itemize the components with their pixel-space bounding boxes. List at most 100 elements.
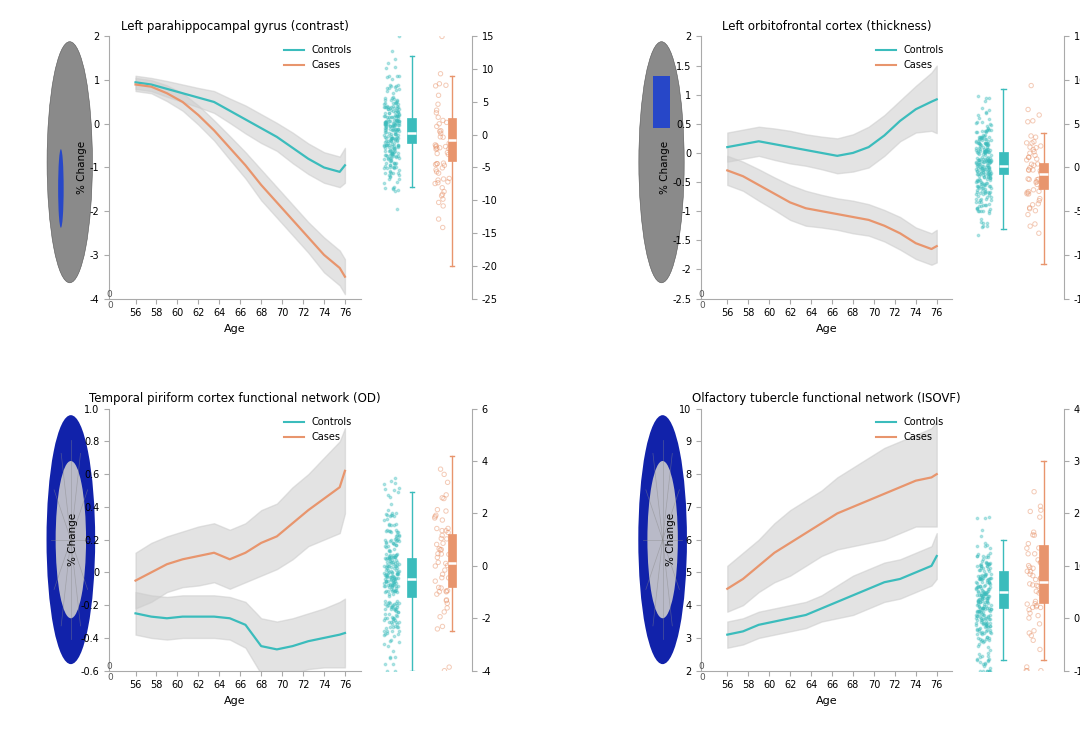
Point	[383, 579, 401, 590]
Point	[434, 222, 451, 233]
Point	[379, 599, 396, 611]
Point	[386, 574, 403, 585]
Point	[1030, 195, 1048, 206]
Title: Left parahippocampal gyrus (contrast): Left parahippocampal gyrus (contrast)	[121, 20, 349, 33]
Point	[383, 570, 401, 582]
Point	[391, 109, 408, 120]
Point	[388, 568, 405, 580]
Point	[382, 652, 400, 663]
Point	[388, 610, 405, 622]
Point	[386, 93, 403, 105]
Point	[390, 120, 407, 131]
Point	[384, 574, 402, 585]
Point	[388, 526, 405, 538]
Point	[434, 162, 451, 174]
Point	[390, 621, 407, 633]
Point	[382, 561, 400, 572]
Point	[977, 155, 995, 166]
Point	[978, 539, 996, 550]
Point	[981, 662, 998, 674]
Point	[388, 605, 405, 617]
Point	[440, 572, 457, 584]
Point	[969, 577, 986, 589]
Point	[383, 618, 401, 630]
Point	[389, 115, 406, 127]
Legend: Controls, Cases: Controls, Cases	[873, 42, 947, 74]
Point	[434, 114, 451, 126]
Ellipse shape	[638, 415, 687, 664]
Point	[976, 186, 994, 198]
Point	[976, 512, 994, 524]
Point	[1018, 661, 1036, 673]
Point	[432, 125, 449, 136]
Point	[969, 184, 986, 195]
Point	[968, 203, 985, 214]
Point	[378, 85, 395, 97]
Point	[438, 117, 456, 128]
Point	[974, 595, 991, 607]
Point	[380, 130, 397, 141]
Point	[388, 562, 405, 574]
Point	[1020, 548, 1037, 560]
Point	[971, 134, 988, 146]
Point	[971, 157, 988, 168]
Point	[980, 198, 997, 210]
Point	[380, 545, 397, 557]
Point	[381, 536, 399, 547]
Point	[383, 124, 401, 136]
Point	[972, 573, 989, 585]
Point	[387, 585, 404, 597]
Point	[971, 174, 988, 186]
Point	[428, 107, 445, 119]
Point	[381, 552, 399, 564]
Point	[377, 576, 394, 588]
Point	[981, 653, 998, 665]
Point	[971, 651, 988, 663]
Point	[975, 156, 993, 168]
Point	[381, 145, 399, 157]
Point	[972, 587, 989, 599]
Point	[390, 533, 407, 545]
Point	[381, 139, 399, 151]
Point	[383, 611, 401, 623]
Legend: Controls, Cases: Controls, Cases	[873, 413, 947, 446]
Point	[980, 612, 997, 623]
Point	[977, 557, 995, 569]
Point	[972, 178, 989, 190]
Point	[438, 147, 456, 158]
Point	[978, 631, 996, 643]
PathPatch shape	[447, 118, 457, 161]
Point	[384, 184, 402, 195]
Point	[383, 74, 401, 85]
Point	[376, 178, 393, 190]
Point	[376, 149, 393, 160]
Point	[382, 136, 400, 147]
Point	[977, 138, 995, 149]
Point	[977, 586, 995, 598]
Point	[1018, 566, 1036, 577]
Point	[382, 556, 400, 568]
Point	[377, 95, 394, 106]
Point	[384, 91, 402, 103]
Point	[1031, 618, 1049, 630]
Point	[980, 641, 997, 652]
Point	[978, 577, 996, 588]
Point	[381, 553, 399, 564]
Point	[428, 539, 445, 550]
Point	[972, 612, 989, 623]
Title: Olfactory tubercle functional network (ISOVF): Olfactory tubercle functional network (I…	[692, 391, 961, 405]
Point	[1020, 116, 1037, 128]
Point	[978, 167, 996, 179]
Point	[429, 158, 446, 170]
Point	[380, 107, 397, 119]
Point	[970, 570, 987, 582]
Point	[384, 645, 402, 657]
Point	[974, 626, 991, 638]
Point	[971, 573, 988, 585]
Point	[434, 193, 451, 205]
Point	[969, 158, 986, 170]
Point	[973, 132, 990, 144]
Point	[974, 152, 991, 164]
Point	[976, 596, 994, 608]
Point	[377, 628, 394, 639]
